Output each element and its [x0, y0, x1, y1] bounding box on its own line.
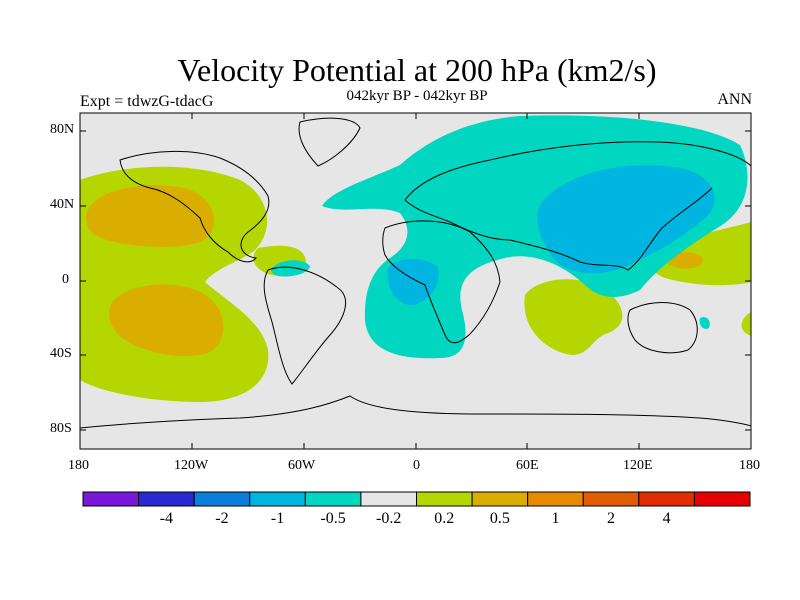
lat-tick-80s: 80S	[50, 421, 72, 436]
lat-tick-80n: 80N	[50, 122, 75, 137]
lon-tick-180e: 180	[739, 458, 760, 473]
contour-fill-negative-smallpatch	[699, 317, 710, 329]
colorbar-label: 2	[607, 510, 615, 527]
colorbar-label: 0.2	[434, 510, 454, 527]
lon-tick-180w: 180	[68, 458, 89, 473]
plot-subtitle: 042kyr BP - 042kyr BP	[346, 88, 488, 104]
colorbar-swatch	[249, 491, 306, 507]
plot-title: Velocity Potential at 200 hPa (km2/s)	[177, 52, 657, 88]
contour-fill-positive-indian	[524, 279, 623, 355]
lon-tick-0: 0	[413, 458, 420, 473]
contour-fill-positive-eastedge	[741, 312, 751, 336]
contour-fill-positive-westedge	[80, 318, 91, 338]
contour-fill-strong-asia	[537, 165, 715, 274]
contour-fill-strong-northpacific	[86, 185, 215, 247]
colorbar-label: -2	[215, 510, 228, 527]
colorbar-swatch	[416, 491, 473, 507]
coastline-antarctica	[80, 395, 751, 429]
colorbar-label: -4	[160, 510, 173, 527]
colorbar-label: -1	[271, 510, 284, 527]
season-label: ANN	[717, 91, 752, 108]
lon-tick-120w: 120W	[174, 458, 209, 473]
colorbar-swatch	[138, 491, 195, 507]
colorbar-swatch	[582, 491, 640, 507]
coastline-north-america	[119, 150, 270, 263]
coastline-south-america	[263, 266, 347, 385]
colorbar-label: -0.2	[376, 510, 401, 527]
contour-fill-strong-southpacific	[109, 284, 224, 357]
lon-tick-60e: 60E	[516, 458, 539, 473]
colorbar: -4 -2 -1 -0.5 -0.2 0.2 0.5 1 2 4	[82, 491, 751, 527]
colorbar-swatch	[693, 491, 751, 507]
colorbar-swatch	[638, 491, 695, 507]
contour-fill-negative-atlantic	[271, 260, 310, 277]
colorbar-label: 1	[551, 510, 559, 527]
coastline-eurasia	[404, 141, 751, 271]
tick-marks	[79, 113, 752, 449]
colorbar-label: 4	[663, 510, 671, 527]
colorbar-swatch	[304, 491, 362, 507]
colorbar-swatch	[471, 491, 529, 507]
colorbar-swatch	[193, 491, 251, 507]
lat-tick-40n: 40N	[50, 197, 75, 212]
coastlines	[80, 117, 751, 429]
lon-tick-120e: 120E	[623, 458, 653, 473]
lon-tick-60w: 60W	[288, 458, 316, 473]
colorbar-swatch	[360, 491, 417, 507]
coastline-australia	[627, 302, 698, 354]
contour-field	[80, 113, 751, 449]
colorbar-label: 0.5	[490, 510, 510, 527]
experiment-label: Expt = tdwzG-tdacG	[80, 93, 214, 110]
lat-tick-40s: 40S	[50, 346, 72, 361]
lat-tick-0: 0	[62, 272, 69, 287]
colorbar-swatch	[82, 491, 140, 507]
contour-fill-positive-westpacific	[646, 222, 751, 286]
colorbar-label: -0.5	[320, 510, 345, 527]
coastline-africa	[382, 220, 501, 344]
coastline-greenland	[298, 117, 361, 167]
colorbar-swatch	[527, 491, 584, 507]
